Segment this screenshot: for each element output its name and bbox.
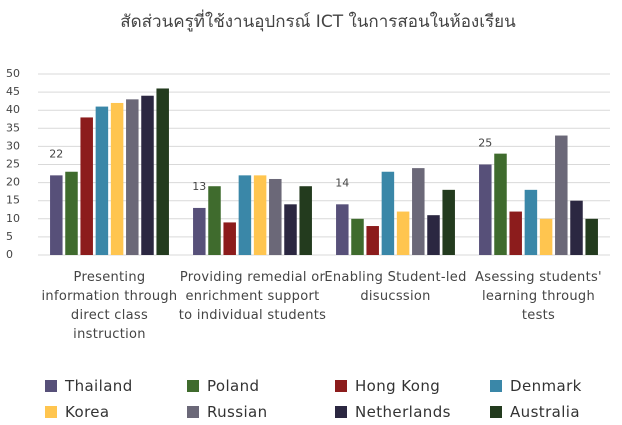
chart-title: สัดส่วนครูที่ใช้งานอุปกรณ์ ICT ในการสอนใ… <box>120 9 516 32</box>
y-tick-label: 5 <box>6 230 13 243</box>
bar <box>427 215 440 255</box>
bar <box>110 102 124 256</box>
bar <box>555 135 568 255</box>
bar <box>479 164 492 255</box>
legend-label: Australia <box>510 403 580 421</box>
legend-swatch <box>45 406 57 418</box>
legend-item: Thailand <box>45 377 133 395</box>
data-label: 13 <box>192 180 206 193</box>
bar <box>156 88 169 255</box>
bar <box>381 171 395 255</box>
bar <box>351 218 364 255</box>
legend-swatch <box>187 406 199 418</box>
y-tick-label: 40 <box>6 103 20 116</box>
y-tick-label: 45 <box>6 85 20 98</box>
bar <box>126 99 139 255</box>
bar <box>284 204 297 255</box>
legend-item: Hong Kong <box>335 377 440 395</box>
bar <box>585 218 598 255</box>
bar <box>509 211 522 255</box>
y-tick-label: 0 <box>6 248 13 261</box>
bar <box>396 211 410 255</box>
legend-item: Australia <box>490 403 580 421</box>
legend-swatch <box>490 406 502 418</box>
bar <box>80 117 93 255</box>
legend-swatch <box>187 380 199 392</box>
x-tick-label: Presenting information through direct cl… <box>41 270 178 342</box>
bar <box>336 204 349 255</box>
legend-swatch <box>335 380 347 392</box>
bar <box>65 171 78 255</box>
bar <box>223 222 236 255</box>
legend-swatch <box>45 380 57 392</box>
bar <box>299 186 312 255</box>
y-tick-label: 35 <box>6 121 20 134</box>
bar <box>208 186 221 255</box>
legend-item: Poland <box>187 377 259 395</box>
y-tick-label: 10 <box>6 212 20 225</box>
bar <box>193 207 206 255</box>
legend-label: Russian <box>207 403 268 421</box>
data-label: 25 <box>478 137 492 150</box>
bar <box>412 168 425 255</box>
bar <box>539 218 553 255</box>
bar <box>524 189 538 255</box>
legend-label: Poland <box>207 377 260 395</box>
bar <box>366 226 379 255</box>
legend-label: Thailand <box>65 377 133 395</box>
legend-item: Denmark <box>490 377 582 395</box>
y-tick-label: 20 <box>6 176 20 189</box>
y-tick-label: 50 <box>6 67 20 80</box>
legend-label: Denmark <box>510 377 582 395</box>
data-label: 22 <box>49 147 63 160</box>
y-tick-label: 25 <box>6 158 20 171</box>
x-tick-label: Enabling Student-led disucssion <box>324 270 467 304</box>
legend-label: Korea <box>65 403 110 421</box>
y-tick-label: 30 <box>6 139 20 152</box>
legend-swatch <box>490 380 502 392</box>
bar <box>95 106 109 255</box>
y-tick-label: 15 <box>6 194 20 207</box>
legend-item: Netherlands <box>335 403 451 421</box>
bar <box>442 189 455 255</box>
bar <box>269 178 282 255</box>
bar <box>238 175 252 255</box>
x-tick-label: Providing remedial or enrichment support… <box>178 270 327 323</box>
bar <box>570 200 583 255</box>
legend-swatch <box>335 406 347 418</box>
data-label: 14 <box>335 176 349 189</box>
x-tick-label: Asessing students' learning through test… <box>475 270 602 323</box>
bar <box>253 175 267 255</box>
legend-item: Korea <box>45 403 110 421</box>
bar <box>50 175 63 255</box>
bar <box>494 153 507 255</box>
legend-label: Hong Kong <box>355 377 441 395</box>
bar <box>141 95 154 255</box>
legend-label: Netherlands <box>355 403 451 421</box>
legend-item: Russian <box>187 403 268 421</box>
